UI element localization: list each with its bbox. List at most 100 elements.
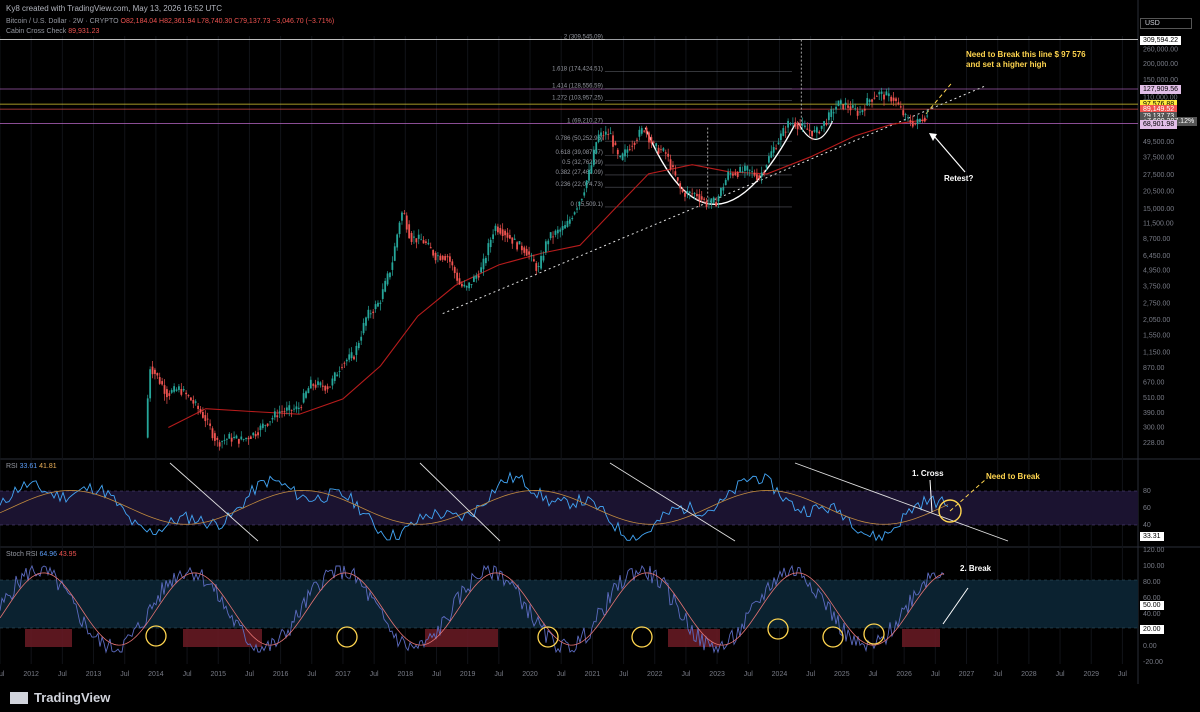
candle-body	[700, 196, 703, 200]
candle-body	[815, 127, 818, 133]
candle-body	[597, 134, 600, 142]
candle-body	[827, 112, 830, 121]
candle-body	[619, 155, 622, 158]
candle-body	[341, 367, 343, 368]
candle-body	[492, 234, 494, 240]
price-axis-tick: 260,000.00	[1143, 46, 1178, 53]
candle-body	[247, 437, 250, 440]
stoch-axis-tick: 100.00	[1143, 563, 1165, 570]
time-axis-tick: Jul	[245, 671, 254, 678]
price-axis-tick: 49,500.00	[1143, 139, 1174, 146]
oversold-zone	[183, 629, 262, 647]
currency-selector[interactable]: USD	[1140, 18, 1192, 29]
candle-body	[338, 371, 341, 372]
candle-body	[489, 239, 492, 248]
candle-body	[825, 123, 828, 125]
candle-body	[369, 313, 372, 315]
time-axis-tick: Jul	[1056, 671, 1065, 678]
candle-body	[266, 423, 269, 426]
candle-body	[290, 409, 293, 411]
time-axis-tick: 2029	[1083, 671, 1099, 678]
candle-body	[201, 411, 204, 418]
tradingview-logo[interactable]: TradingView	[10, 690, 110, 705]
candle-body	[261, 423, 264, 428]
time-axis-tick: 2026	[896, 671, 912, 678]
moving-average-line	[168, 119, 928, 428]
candle-body	[297, 407, 300, 409]
candle-body	[470, 284, 473, 286]
fib-level-label: 1 (69,210.27)	[567, 118, 603, 124]
candle-body	[604, 131, 607, 135]
candle-body	[348, 354, 351, 360]
oversold-zone	[425, 629, 498, 647]
candle-body	[902, 110, 905, 116]
candle-body	[451, 261, 454, 266]
rsi-axis-tick: 80	[1143, 488, 1151, 495]
stoch-legend[interactable]: Stoch RSI 64.96 43.95	[6, 551, 76, 558]
candle-body	[566, 220, 569, 227]
candle-body	[305, 391, 307, 398]
oversold-circle	[863, 623, 885, 645]
candle-body	[803, 125, 806, 128]
candle-body	[552, 236, 554, 238]
candle-body	[787, 120, 789, 128]
candle-body	[496, 226, 499, 233]
candle-body	[904, 114, 907, 115]
candle-body	[194, 401, 197, 403]
candle-body	[662, 148, 665, 151]
candle-body	[875, 95, 878, 97]
candle-body	[693, 193, 696, 195]
candle-body	[163, 385, 166, 394]
candle-body	[911, 121, 914, 127]
candle-body	[672, 165, 674, 168]
candle-body	[638, 129, 641, 137]
candle-body	[249, 436, 252, 440]
fib-level-label: 0.382 (27,462.09)	[555, 170, 602, 176]
candle-body	[770, 151, 773, 158]
rsi-tag: 33.31	[1140, 532, 1164, 541]
price-axis-tick: 6,450.00	[1143, 253, 1170, 260]
rsi-legend[interactable]: RSI 33.61 41.81	[6, 463, 57, 470]
candle-body	[655, 143, 658, 147]
candle-body	[832, 112, 835, 114]
price-axis-tick: 1,150.00	[1143, 349, 1170, 356]
time-axis-tick: Jul	[370, 671, 379, 678]
candle-body	[897, 102, 900, 105]
candle-body	[636, 139, 638, 141]
candle-body	[607, 134, 610, 135]
candle-body	[434, 252, 437, 261]
candle-body	[542, 255, 545, 261]
candle-body	[187, 395, 190, 397]
candle-body	[633, 142, 636, 146]
candle-body	[746, 166, 749, 171]
fib-level-label: 1.618 (174,424.51)	[552, 67, 603, 73]
candle-body	[221, 441, 223, 442]
candle-body	[691, 193, 694, 195]
price-axis-tick: 15,000.00	[1143, 206, 1174, 213]
time-axis-tick: 2020	[522, 671, 538, 678]
candle-body	[314, 384, 317, 388]
time-axis-tick: Jul	[432, 671, 441, 678]
candle-body	[353, 356, 355, 360]
indicator-legend[interactable]: Cabin Cross Check 89,931.23	[6, 28, 99, 35]
candle-body	[729, 173, 732, 175]
candle-body	[861, 110, 864, 113]
stoch-k-line	[0, 564, 945, 654]
candle-body	[362, 322, 365, 334]
candle-body	[254, 433, 257, 437]
symbol-legend[interactable]: Bitcoin / U.S. Dollar · 2W · CRYPTO O82,…	[6, 18, 334, 25]
candle-body	[295, 406, 298, 410]
candle-body	[616, 149, 619, 155]
candle-body	[180, 388, 183, 395]
fib-level-label: 0.618 (39,087.07)	[555, 150, 602, 156]
candle-body	[592, 149, 595, 166]
candle-body	[811, 130, 813, 137]
candle-body	[151, 366, 154, 375]
candle-body	[564, 225, 566, 229]
candle-body	[391, 262, 394, 270]
candle-body	[708, 203, 710, 205]
candle-body	[333, 372, 336, 381]
candle-body	[621, 153, 624, 160]
stoch-k-value: 64.96	[39, 551, 57, 558]
break-arrow	[942, 587, 969, 625]
